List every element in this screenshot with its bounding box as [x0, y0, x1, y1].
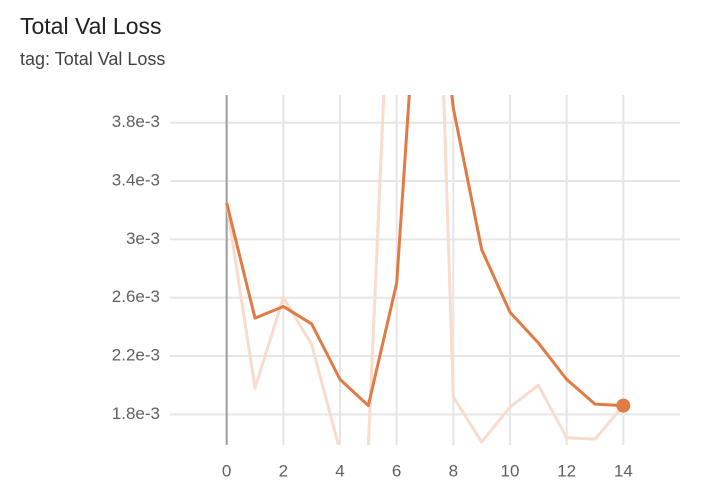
y-tick-label: 3e-3 — [126, 229, 160, 248]
x-tick-label: 14 — [614, 461, 633, 480]
chart-title: Total Val Loss — [20, 13, 161, 39]
x-tick-label: 12 — [557, 461, 576, 480]
x-tick-label: 8 — [449, 461, 458, 480]
line-series — [225, 95, 624, 408]
y-tick-label: 2.2e-3 — [112, 346, 160, 365]
y-tick-label: 2.6e-3 — [112, 287, 160, 306]
x-tick-label: 0 — [222, 461, 231, 480]
y-tick-label: 1.8e-3 — [112, 404, 160, 423]
line-series — [225, 95, 625, 445]
plot-area — [225, 95, 631, 445]
x-tick-label: 2 — [279, 461, 288, 480]
tick-labels: 1.8e-3 2.2e-3 2.6e-3 3e-3 3.4e-3 3.8e-3 0 2 4 6 8 1… — [112, 112, 633, 480]
chart-subtitle: tag: Total Val Loss — [20, 49, 165, 69]
end-point — [616, 398, 631, 413]
x-tick-label: 6 — [392, 461, 401, 480]
y-tick-label: 3.4e-3 — [112, 171, 160, 190]
x-tick-label: 10 — [501, 461, 520, 480]
x-tick-label: 4 — [335, 461, 344, 480]
y-tick-label: 3.8e-3 — [112, 112, 160, 131]
grid — [170, 95, 680, 445]
